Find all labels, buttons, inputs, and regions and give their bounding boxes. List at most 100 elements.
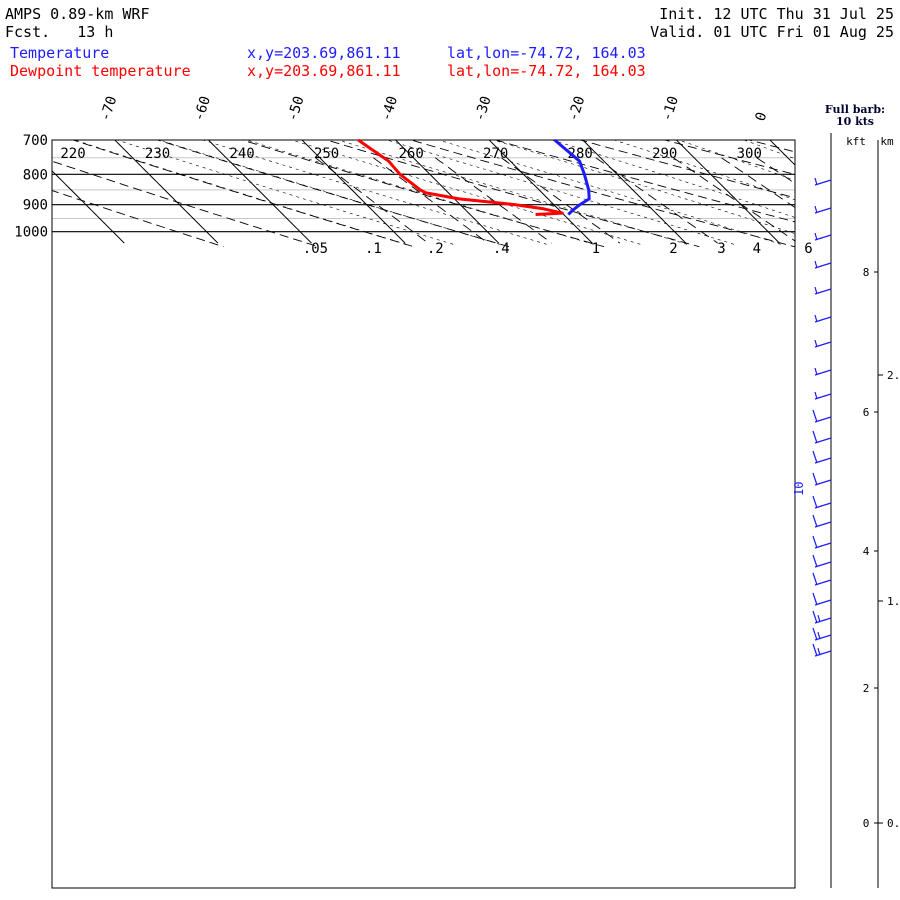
wind-barb-staff <box>814 479 832 486</box>
wind-barb-half <box>814 314 818 323</box>
wind-barb-staff <box>814 179 832 186</box>
wind-barb-staff <box>814 288 832 295</box>
valid-time: Valid. 01 UTC Fri 01 Aug 25 <box>650 23 894 41</box>
isotherm-line <box>676 140 780 244</box>
km-header: km <box>880 135 894 148</box>
pressure-tick-label: 700 <box>23 133 48 149</box>
wind-barb-flag <box>812 610 818 624</box>
wind-speed-label: 10 <box>792 482 806 496</box>
dry-adiabat-line <box>578 140 795 199</box>
wind-barb-flag <box>812 554 818 568</box>
dry-adiabat-line <box>662 140 795 175</box>
mixing-ratio-line <box>501 157 621 244</box>
km-tick-label: 0. <box>887 817 900 830</box>
wind-barb-staff <box>814 579 832 586</box>
isotherm-line <box>582 140 687 244</box>
wind-barb-half <box>814 391 818 400</box>
moist-adiabat-line <box>73 140 407 245</box>
dry-adiabat-line <box>155 140 510 248</box>
wind-barb-half <box>817 632 821 640</box>
moist-adiabat-line <box>290 140 641 245</box>
moist-adiabat-line <box>158 140 500 245</box>
mixing-ratio-label: .4 <box>493 241 510 257</box>
dry-adiabat-line <box>494 140 795 223</box>
dry-adiabat-line <box>409 140 795 248</box>
moist-adiabat-line <box>492 140 795 234</box>
mixing-ratio-label: 4 <box>753 241 761 257</box>
moist-adiabat-line <box>612 140 795 201</box>
pressure-tick-label: 1000 <box>14 225 48 241</box>
theta-label: 300 <box>737 146 762 162</box>
mixing-ratio-label: .1 <box>365 241 382 257</box>
dry-adiabat-line <box>747 140 795 153</box>
temperature-tick-label: -30 <box>472 94 495 123</box>
wind-barb-flag <box>812 450 818 464</box>
wind-barb-half <box>814 339 818 348</box>
wind-barb-staff <box>814 393 832 400</box>
wind-barb-staff <box>814 650 832 657</box>
mixing-ratio-label: 1 <box>592 241 600 257</box>
mixing-ratio-line <box>846 158 900 243</box>
wind-barb-staff <box>814 634 832 641</box>
mixing-ratio-line <box>595 157 718 244</box>
wind-barb-half <box>814 260 818 269</box>
dry-adiabat-line <box>52 160 319 248</box>
wind-barb-half <box>814 367 818 376</box>
barb-note-line2: 10 kts <box>836 115 874 128</box>
theta-label: 250 <box>314 146 339 162</box>
wind-barb-half <box>817 615 821 623</box>
moist-adiabat-line <box>385 140 734 245</box>
isotherm-line <box>114 140 219 244</box>
legend-temperature-xy: x,y=203.69,861.11 <box>247 44 401 62</box>
kft-header: kft <box>846 135 866 148</box>
isotherm-line <box>301 140 406 244</box>
mixing-ratio-line <box>673 157 795 242</box>
plot-frame <box>51 139 796 889</box>
legend-dewpoint-xy: x,y=203.69,861.11 <box>247 62 401 80</box>
temperature-tick-label: -70 <box>97 94 120 123</box>
wind-barb-flag <box>812 472 818 486</box>
wind-barb-staff <box>814 416 832 423</box>
km-tick-label: 1. <box>887 595 900 608</box>
isotherm-line <box>864 140 900 243</box>
dry-adiabat-line <box>745 117 900 247</box>
moist-adiabat-line <box>437 140 781 245</box>
moist-adiabat-line <box>245 140 594 245</box>
mixing-ratio-line <box>373 157 489 244</box>
kft-tick-label: 0 <box>863 817 870 830</box>
wind-barb-flag <box>812 409 818 423</box>
legend-temperature-name: Temperature <box>10 44 110 62</box>
wind-barb-staff <box>814 341 832 348</box>
wind-barb-flag <box>812 627 818 641</box>
model-title: AMPS 0.89-km WRF <box>5 5 150 23</box>
mixing-ratio-label: .2 <box>427 241 444 257</box>
wind-barb-staff <box>814 437 832 444</box>
wind-barb-staff <box>814 262 832 269</box>
mixing-ratio-label: 3 <box>717 241 725 257</box>
temperature-tick-label: 0 <box>753 110 771 123</box>
wind-barb-staff <box>814 457 832 464</box>
legend-dewpoint-name: Dewpoint temperature <box>10 62 191 80</box>
theta-label: 220 <box>60 146 85 162</box>
wind-barb-half <box>814 232 818 241</box>
wind-barb-flag <box>812 430 818 444</box>
mixing-ratio-line <box>877 158 900 243</box>
mixing-ratio-label: 6 <box>804 241 812 257</box>
barb-note-line1: Full barb: <box>825 103 885 116</box>
wind-barb-staff <box>814 617 832 624</box>
dry-adiabat-line <box>71 140 414 248</box>
pressure-tick-label: 800 <box>23 167 48 183</box>
temperature-tick-label: -60 <box>191 94 214 123</box>
wind-barb-flag <box>812 495 818 509</box>
wind-barb-half <box>817 648 821 656</box>
mixing-ratio-line <box>808 158 900 243</box>
mixing-ratio-label: .05 <box>303 241 328 257</box>
wind-barb-half <box>814 286 818 295</box>
wind-barb-flag <box>812 572 818 586</box>
kft-tick-label: 8 <box>863 266 870 279</box>
wind-barb-staff <box>814 316 832 323</box>
isotherm-line <box>488 140 593 244</box>
mixing-ratio-line <box>756 157 795 184</box>
isotherm-line <box>52 170 125 244</box>
